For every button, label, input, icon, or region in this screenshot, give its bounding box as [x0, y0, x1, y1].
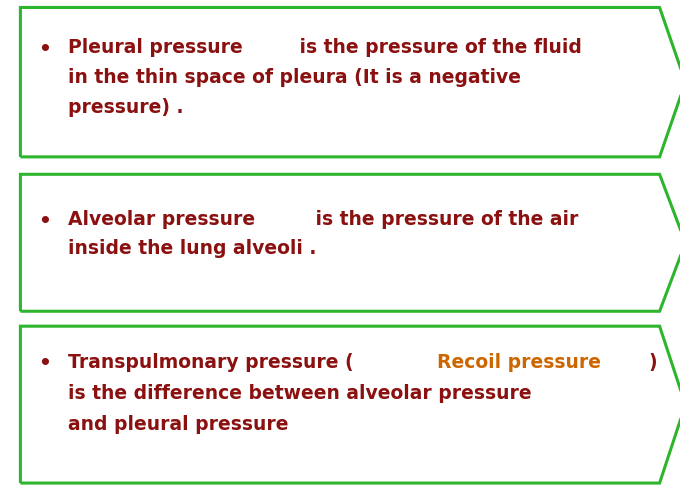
Text: and pleural pressure: and pleural pressure [68, 415, 288, 434]
Text: •: • [38, 354, 50, 373]
Text: inside the lung alveoli .: inside the lung alveoli . [68, 240, 316, 258]
Text: is the pressure of the air: is the pressure of the air [309, 210, 579, 229]
Text: is the difference between alveolar pressure: is the difference between alveolar press… [68, 384, 532, 403]
Text: Recoil pressure: Recoil pressure [437, 353, 600, 372]
Text: is the pressure of the fluid: is the pressure of the fluid [294, 38, 582, 57]
Text: •: • [38, 40, 50, 59]
Text: pressure) .: pressure) . [68, 98, 184, 117]
Text: Alveolar pressure: Alveolar pressure [68, 210, 255, 229]
Text: ): ) [648, 353, 657, 372]
Text: •: • [38, 212, 50, 231]
Text: in the thin space of pleura (It is a negative: in the thin space of pleura (It is a neg… [68, 68, 521, 87]
Text: Pleural pressure: Pleural pressure [68, 38, 243, 57]
Text: Transpulmonary pressure (: Transpulmonary pressure ( [68, 353, 354, 372]
